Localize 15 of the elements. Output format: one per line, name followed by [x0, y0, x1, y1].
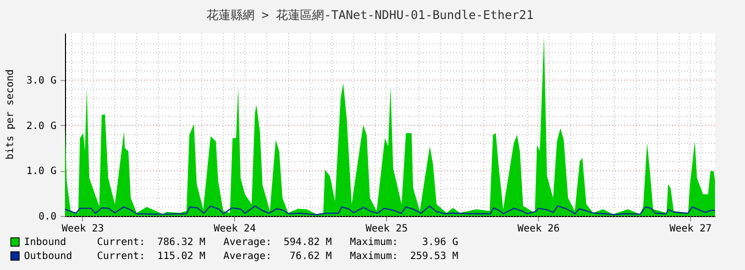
text: Current: 786.32 M Average: 594.82 M Maximum: 3.96 G — [97, 237, 458, 248]
x-tick-label: Week 25 — [366, 224, 408, 234]
x-tick-label: Week 24 — [214, 224, 256, 234]
legend-label: Inbound — [24, 237, 66, 248]
x-tick-label: Week 27 — [669, 224, 712, 234]
x-tick-label: Week 23 — [62, 224, 104, 234]
chart-title: 花蓮縣網 > 花蓮區網-TANet-NDHU-01-Bundle-Ether21 — [206, 8, 534, 22]
legend-label: Outbound — [24, 251, 72, 262]
x-tick-label: Week 26 — [518, 224, 560, 234]
y-tick-label: 3.0 G — [26, 76, 56, 87]
y-tick-label: 1.0 G — [26, 166, 56, 178]
y-tick-label: 2.0 G — [26, 120, 56, 132]
text: Current: 115.02 M Average: 76.62 M Maximum: 259.53 M — [97, 251, 458, 262]
y-tick-label: 0.0 — [38, 212, 56, 222]
y-axis-title: bits per second — [5, 69, 16, 160]
